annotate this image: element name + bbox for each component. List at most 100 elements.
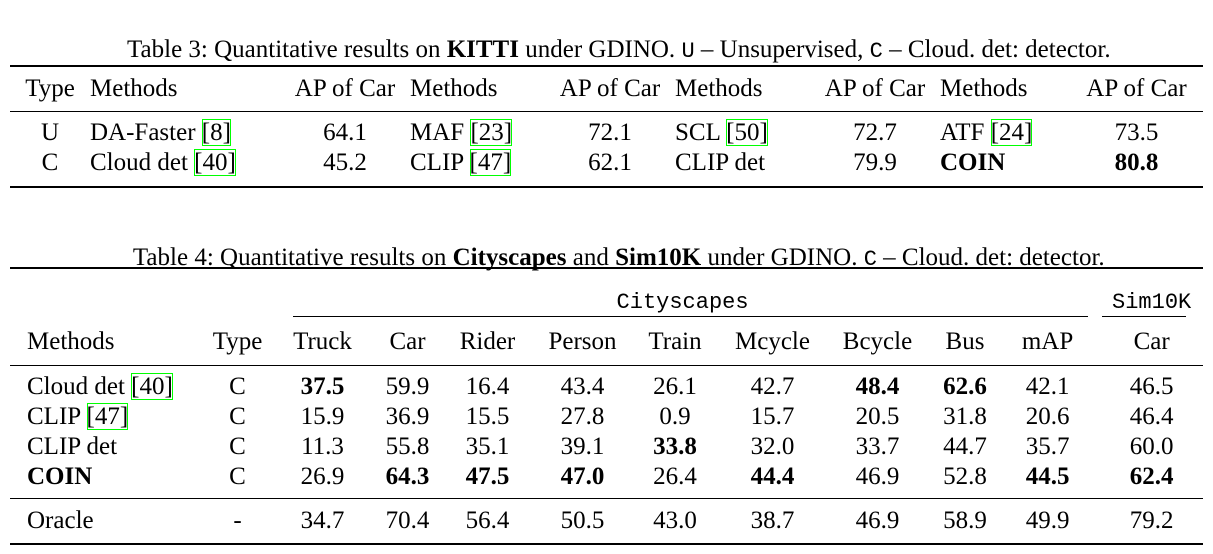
cell: CLIP det [27,433,118,460]
cell: 35.7 [1025,433,1070,460]
cell: MAF [23] [410,112,545,149]
cell: 60.0 [1129,433,1174,460]
row: COIN C 26.9 64.3 47.5 47.0 26.4 44.4 46.9 52.8 44.… [10,462,1204,499]
cell: 39.1 [560,433,605,460]
cell: 62.1 [588,149,632,176]
cell: Methods [675,66,810,112]
citation: [47] [469,149,512,176]
cell: 46.4 [1129,403,1174,430]
cell: C [229,373,246,400]
cell: 50.5 [560,507,605,534]
text: KITTI [446,36,519,63]
group-header: Sim10K [1112,290,1192,315]
method-name: CLIP [27,403,81,430]
cell: Methods [410,66,545,112]
cell: AP of Car [280,66,410,112]
cell: 16.4 [465,373,510,400]
text: Cityscapes [452,244,567,271]
cell: 15.7 [750,403,795,430]
group-header: Cityscapes [616,290,749,315]
cell: Oracle [27,507,94,534]
cell: Car [1100,319,1204,366]
cell: 80.8 [1114,149,1159,176]
cell: 64.3 [370,462,445,499]
spacer [1090,402,1100,432]
cell: Truck [275,319,370,366]
cell: C [41,149,59,176]
cell: 38.7 [750,507,795,534]
cell: CLIP det [675,149,766,176]
cell: Methods [940,66,1070,112]
cell: 31.8 [943,403,987,430]
text: C [863,247,877,272]
table3-caption: Table 3: Quantitative results on KITTI u… [0,8,1213,92]
row: CLIP [47] C 15.9 36.9 15.5 27.8 0.9 15.7 20.5 31.… [10,402,1203,432]
cmidrule [1102,316,1186,317]
cell: Cloud det [40] [10,366,200,403]
cell: 33.8 [653,433,697,460]
cell: 47.5 [445,462,530,499]
cell: 11.3 [301,433,344,460]
cmidrule [293,316,1088,317]
text: Sim10K [615,244,702,271]
cell: 44.7 [943,433,987,460]
citation: [23] [470,119,513,146]
text: under GDINO. [701,244,864,271]
cell: 73.5 [1114,119,1159,146]
cell: 72.7 [853,119,897,146]
cell: Train [635,319,715,366]
cell: 27.8 [560,403,605,430]
cell: 43.0 [653,507,697,534]
table4-caption: Table 4: Quantitative results on Citysca… [0,216,1213,300]
spacer [1090,319,1101,366]
cell: 47.0 [530,462,635,499]
cell: 48.4 [855,373,900,400]
cell: Methods [10,319,200,366]
cell: 72.1 [588,119,632,146]
cell: 46.9 [855,507,900,534]
row: Cloud det [40] C 37.5 59.9 16.4 43.4 26.1 42.7 4… [10,366,1203,403]
cell: 35.1 [465,433,510,460]
method-name: DA-Faster [90,119,196,146]
cell: 64.1 [323,119,367,146]
cell: SCL [50] [675,112,810,149]
cell: Bcycle [830,319,925,366]
spacer [1090,462,1101,499]
cell: Cloud det [40] [90,148,280,187]
citation: [24] [990,119,1033,146]
spacer [1090,366,1100,403]
cell: 62.6 [943,373,987,400]
cell: Person [530,319,635,366]
cell: 43.4 [560,373,605,400]
cell: 15.5 [465,403,510,430]
cell: AP of Car [1070,66,1203,112]
cell: 33.7 [855,433,900,460]
cell: 46.9 [830,462,925,499]
cell: 79.9 [853,149,897,176]
citation: [40] [131,373,173,400]
cell: AP of Car [810,66,940,112]
cell: 70.4 [385,507,430,534]
cell: 44.4 [715,462,830,499]
cell: 59.9 [385,373,430,400]
cell: C [229,433,246,460]
cell: AP of Car [545,66,675,112]
cell: 37.5 [300,373,345,400]
text: C [869,39,883,64]
text: – Cloud. det: detector. [876,244,1105,271]
row: Oracle - 34.7 70.4 56.4 50.5 43.0 38.7 46.9 58.9 4… [10,499,1203,545]
spacer [1090,432,1100,462]
cell: 34.7 [300,507,345,534]
spacer [1090,499,1100,545]
cell: U [40,119,60,146]
cell: 45.2 [323,149,367,176]
cell: 20.6 [1025,403,1070,430]
cell: C [229,403,246,430]
cell: Type [200,319,275,366]
cell: COIN [10,462,200,499]
cell: ATF [24] [940,112,1070,149]
cell: 26.1 [653,373,697,400]
cell: 32.0 [750,433,795,460]
cell: Bus [925,319,1005,366]
text: – Cloud. det: detector. [882,36,1111,63]
